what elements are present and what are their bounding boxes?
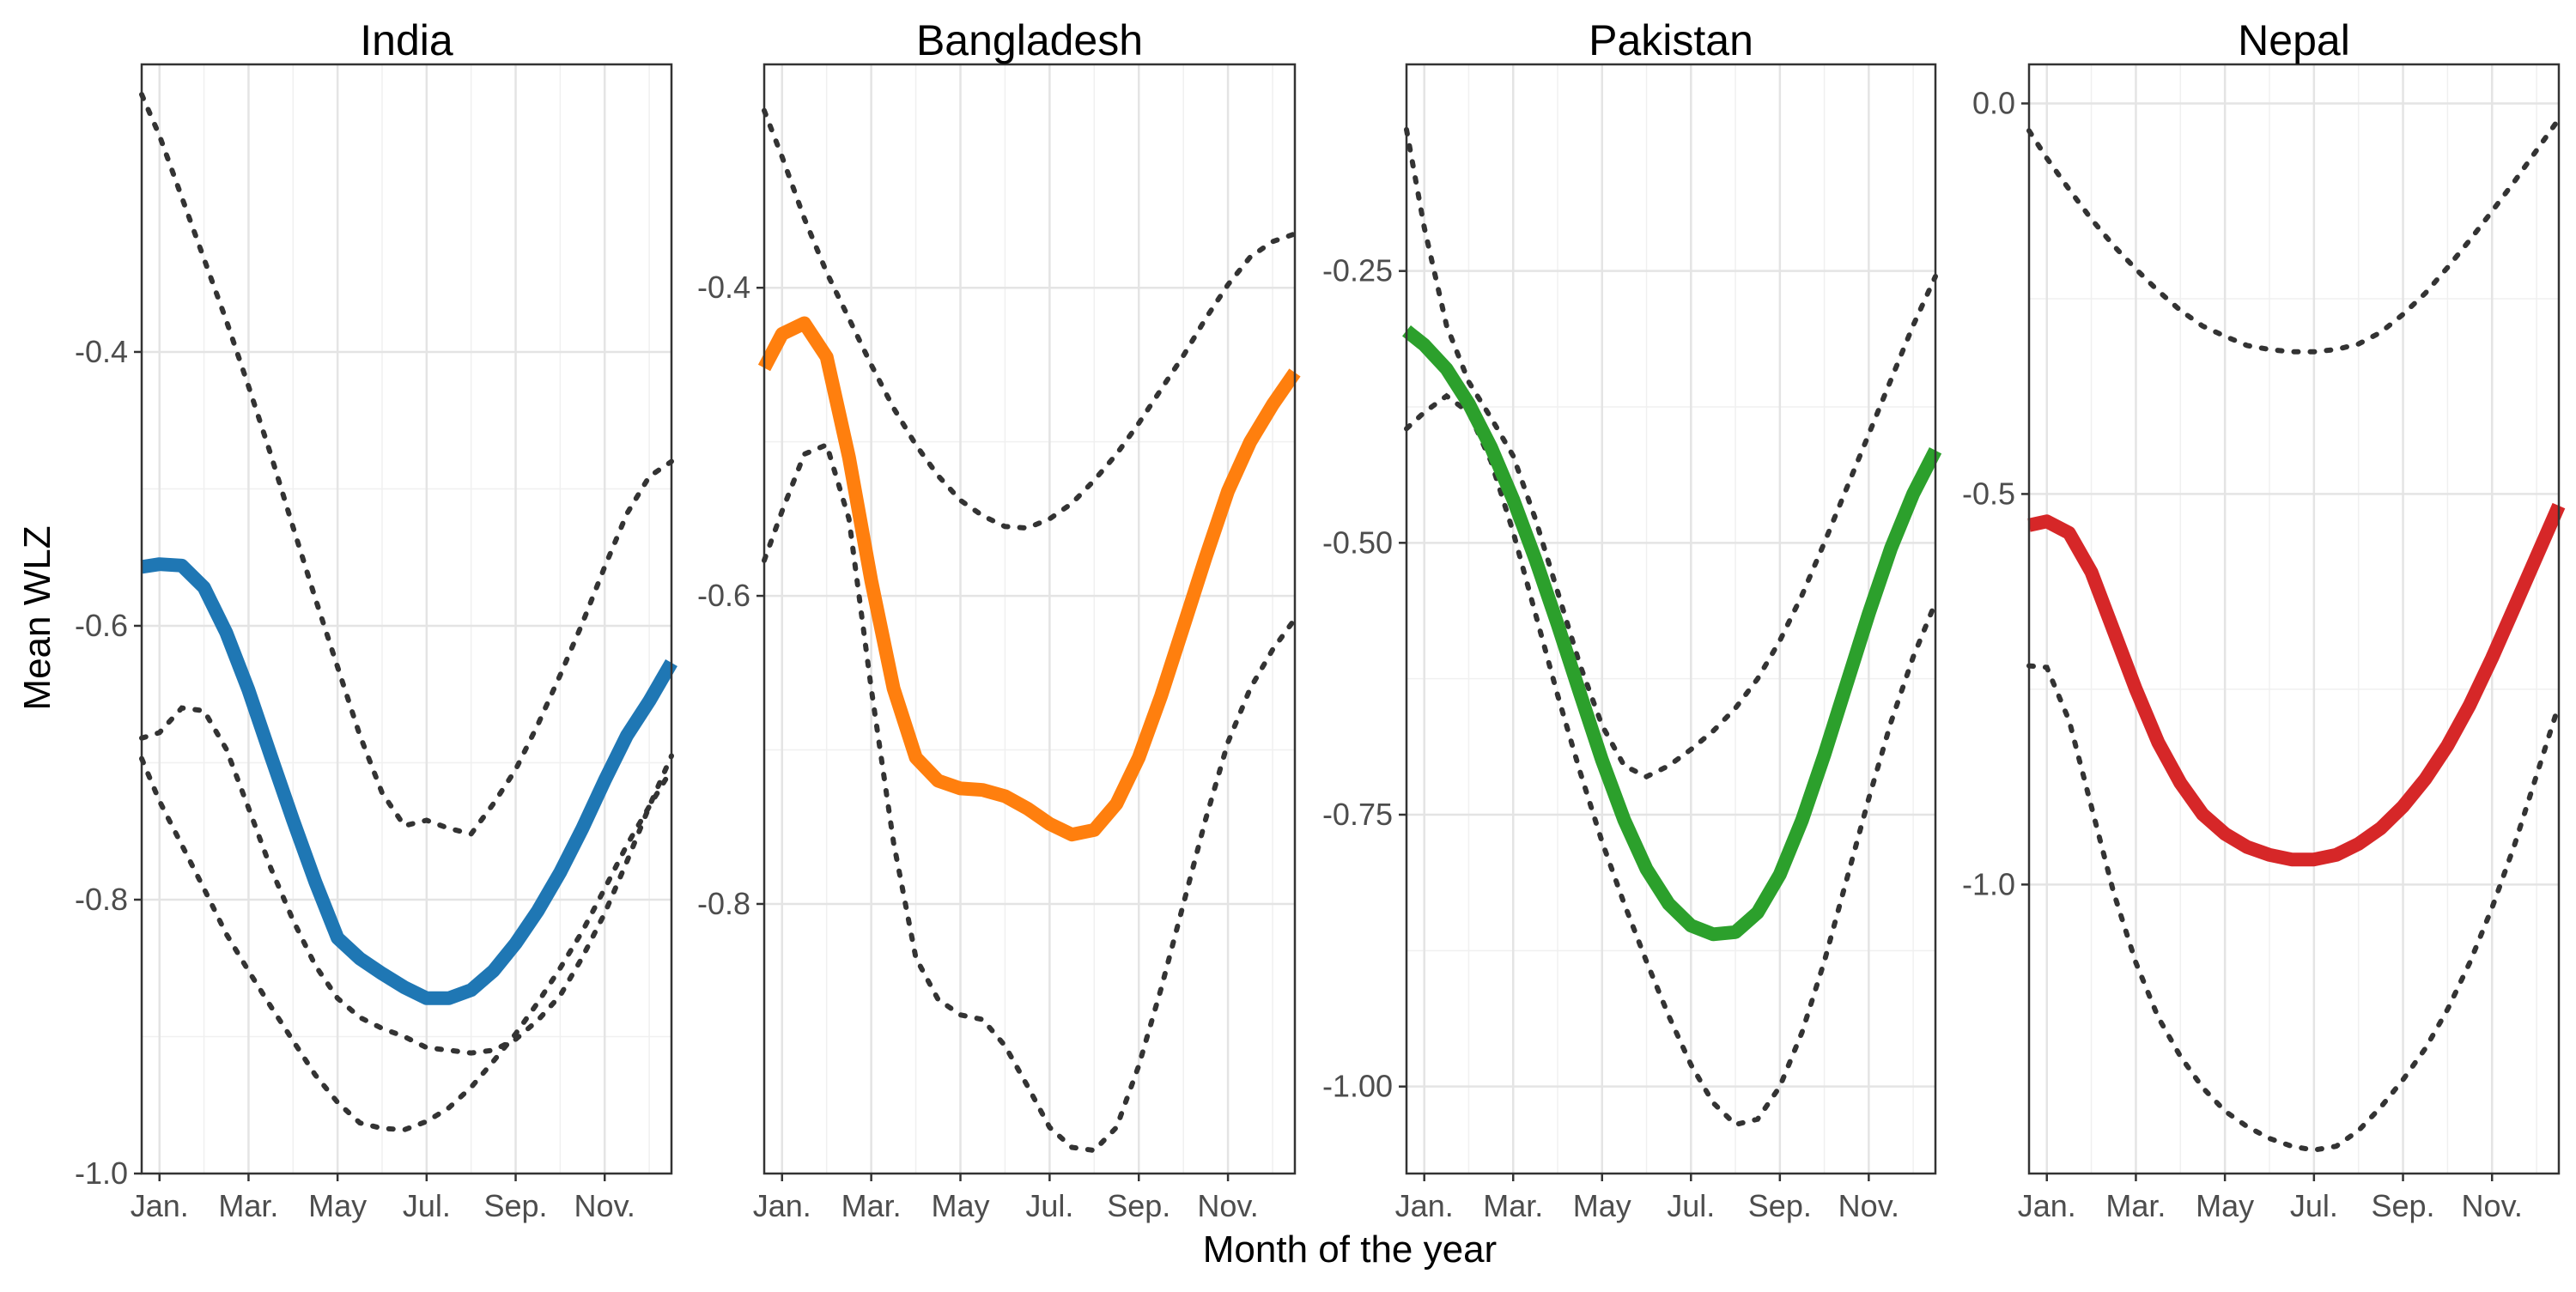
y-tick-label: -0.6 <box>75 608 128 643</box>
confidence-upper-line <box>1404 127 1938 780</box>
panel-border <box>762 63 1297 1175</box>
x-tick-label: Jul. <box>1025 1188 1073 1223</box>
facet-title: Bangladesh <box>916 16 1143 64</box>
x-tick-label: Mar. <box>218 1188 278 1223</box>
facet-title: Pakistan <box>1589 16 1753 64</box>
confidence-lower-line <box>762 441 1297 1154</box>
x-tick-label: May <box>2196 1188 2254 1223</box>
y-tick-label: -0.8 <box>697 886 750 921</box>
panel-background <box>764 64 1295 1174</box>
x-tick-label: Nov. <box>574 1188 635 1223</box>
panel-border <box>1405 63 1937 1175</box>
y-tick-label: -0.4 <box>697 270 750 305</box>
x-tick-label: Sep. <box>1107 1188 1170 1223</box>
panel-background <box>1406 64 1935 1174</box>
x-tick-label: Nov. <box>1838 1188 1899 1223</box>
y-tick-label: -0.50 <box>1322 525 1393 560</box>
y-tick-label: -0.75 <box>1322 797 1393 832</box>
x-tick-label: Nov. <box>1197 1188 1258 1223</box>
x-tick-label: Mar. <box>1483 1188 1543 1223</box>
x-tick-label: Jan. <box>753 1188 811 1223</box>
confidence-upper-line <box>2026 116 2561 355</box>
x-tick-label: Jan. <box>1395 1188 1454 1223</box>
facet-bangladesh: -0.4 -0.6 -0.8 Jan. Mar. May Jul. Sep. Nov. Bangl… <box>697 16 1301 1223</box>
panel-border <box>140 63 673 1175</box>
y-tick-label: -1.0 <box>75 1156 128 1191</box>
x-axis-title: Month of the year <box>1203 1228 1497 1271</box>
x-tick-label: Mar. <box>841 1188 902 1223</box>
y-tick-label: -0.6 <box>697 578 750 613</box>
x-tick-label: May <box>1573 1188 1631 1223</box>
x-tick-label: Jan. <box>2018 1188 2076 1223</box>
y-tick-label: -0.5 <box>1962 476 2015 511</box>
y-tick-label: -0.4 <box>75 334 128 369</box>
mean-line-nepal <box>2027 502 2566 867</box>
facet-title: India <box>360 16 453 64</box>
mean-line-india <box>140 557 677 1005</box>
x-tick-label: Mar. <box>2105 1188 2166 1223</box>
y-tick-label: -1.0 <box>1962 866 2015 901</box>
facet-title: Nepal <box>2238 16 2350 64</box>
x-tick-label: Sep. <box>483 1188 547 1223</box>
confidence-lower-line <box>2026 663 2561 1153</box>
x-tick-label: Sep. <box>2371 1188 2434 1223</box>
y-tick-label: -1.00 <box>1322 1069 1393 1104</box>
x-tick-label: Jul. <box>403 1188 451 1223</box>
x-tick-label: Sep. <box>1748 1188 1812 1223</box>
mean-line-bangladesh <box>757 316 1301 842</box>
y-tick-label: -0.25 <box>1322 253 1393 288</box>
x-tick-label: May <box>308 1188 367 1223</box>
x-tick-label: Jul. <box>2290 1188 2338 1223</box>
y-axis-title: Mean WLZ <box>16 525 58 710</box>
y-tick-label: 0.0 <box>1972 85 2015 120</box>
panel-border <box>2027 63 2561 1175</box>
x-tick-label: Jan. <box>131 1188 189 1223</box>
confidence-lower2-line <box>139 705 674 1056</box>
confidence-lower-line <box>139 755 674 1133</box>
x-tick-label: May <box>931 1188 989 1223</box>
facet-pakistan: -0.25 -0.50 -0.75 -1.00 Jan. Mar. May Jul. Sep. N… <box>1322 16 1942 1223</box>
x-tick-label: Jul. <box>1667 1188 1715 1223</box>
x-tick-label: Nov. <box>2462 1188 2523 1223</box>
y-tick-label: -0.8 <box>75 882 128 917</box>
mean-line-pakistan <box>1402 325 1942 942</box>
facet-nepal: 0.0 -0.5 -1.0 Jan. Mar. May Jul. Sep. Nov. Nepal <box>1962 16 2566 1223</box>
